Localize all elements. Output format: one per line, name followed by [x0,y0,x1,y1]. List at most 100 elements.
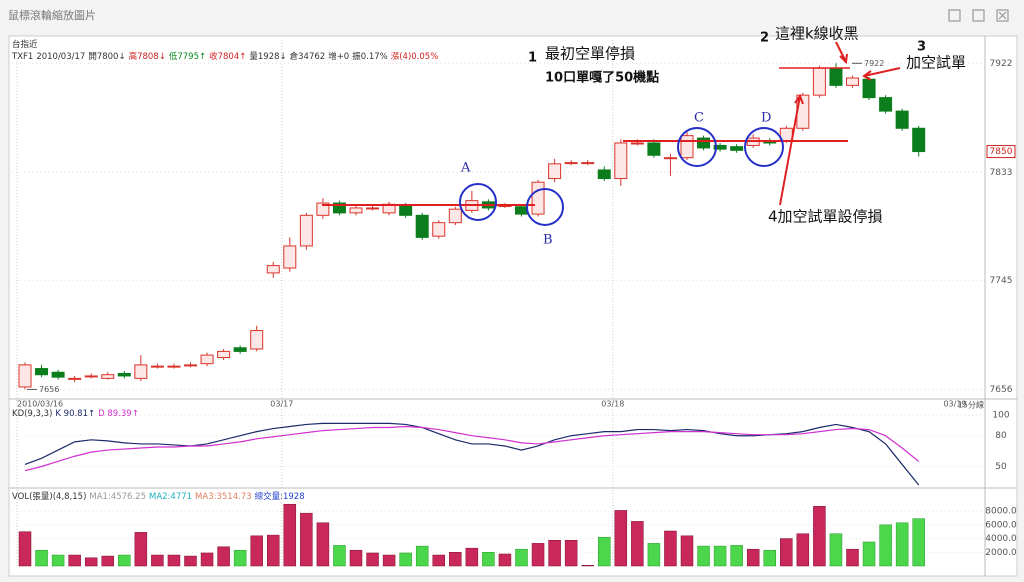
volume-bar [564,540,578,567]
circle [744,127,784,167]
candle-body [597,169,611,180]
header-item: 低7795↑ [168,52,207,62]
window-buttons[interactable] [948,9,1009,22]
y-tick-label: 7922 [990,59,1013,69]
annotation: B [543,233,553,248]
candle-body [515,206,528,215]
candle-body [200,354,214,365]
volume-bar [449,552,462,567]
candle-body [68,377,82,380]
volume-bar [300,512,313,567]
candle-body [531,181,545,215]
popout-button[interactable] [948,9,961,22]
volume-bar [35,549,48,567]
header-item: 漲(4)0.05% [390,52,439,62]
annotation: 1 [528,51,537,66]
y-tick-label: 2000.0 [985,548,1017,558]
candle-body [250,330,264,350]
volume-bar [333,545,346,567]
candle-body [862,78,876,99]
header-item: 振0.17% [352,52,388,62]
volume-bar [763,549,776,567]
candle-body [399,205,413,216]
annotation: D [761,111,771,126]
close-button[interactable] [996,9,1009,22]
candle-body [730,146,744,151]
candle-body [581,162,595,165]
header-item: MA3:3514.73 [195,492,252,502]
candle-body [663,157,677,160]
candle-body [912,127,926,153]
volume-bar [631,521,644,567]
volume-bar [184,555,197,567]
volume-bar [349,549,363,567]
y-tick-label: 80 [995,431,1007,441]
volume-bar [84,557,98,567]
restore-button[interactable] [972,9,985,22]
volume-bar [912,518,925,567]
y-tick-label: 100 [992,411,1009,421]
quote-line: TXF1 2010/03/17 開7800↓ 高7808↓ 低7795↑ 收7804↑ 量1… [12,50,441,62]
header-item: TXF1 [12,52,34,62]
candle-body [647,142,661,156]
header-item: 量1928↓ [249,52,287,62]
annotation: 3 [917,40,926,55]
volume-bar [399,552,412,567]
volume-bar [200,552,214,567]
volume-bar [118,554,131,567]
circle [459,183,497,221]
candle-body [184,364,197,367]
volume-bar [680,535,694,567]
header-item: MA2:4771 [148,492,193,502]
volume-bar [233,549,247,567]
annotation-lines [322,41,901,206]
y-tick-label: 8000.0 [985,507,1017,517]
candle-body [812,67,826,96]
arrow [862,67,901,81]
volume-bar [151,554,164,567]
low-label: 7656 [39,385,59,394]
kd-header: KD(9,3,3) K 90.81↑ D 89.39↑ [12,409,142,419]
candle-body [895,110,909,129]
y-tick-label: 6000.0 [985,520,1017,530]
candle-body [266,265,280,274]
candle-body [332,202,346,214]
header-item: VOL(張量)(4,8,15) [12,492,87,502]
y-tick-label: 50 [995,462,1007,472]
candle-body [117,372,131,377]
arrow [779,93,804,206]
candle-body [448,208,462,224]
volume-bar [432,554,445,567]
vol-header: VOL(張量)(4,8,15) MA1:4576.25 MA2:4771 MA3:35… [12,490,308,502]
volume-bar [415,545,429,567]
volume-bar [879,524,892,567]
volume-bar [614,510,628,567]
symbol-name: 台指近 [12,40,38,50]
circle [677,127,717,167]
volume-bar [548,540,561,567]
candle-body [299,214,313,247]
annotation: C [694,111,704,126]
volume-bar [780,538,793,567]
volume-bar [465,547,479,567]
circles [459,127,784,226]
header-item: 開7800↓ [88,52,126,62]
volume-bar [895,522,909,567]
annotation: 2 [760,31,769,46]
candle-body [614,142,628,180]
volume-bar [829,533,843,567]
header-item: 收7804↑ [209,52,247,62]
volume-bar [482,552,495,567]
candle-body [366,207,380,210]
volume-bar [598,536,611,567]
volume-bar [697,545,710,567]
volume-bar [746,548,760,567]
candle-body [35,368,49,376]
candle-body [217,350,231,359]
volume-bar [167,554,181,567]
candle-body [713,144,727,150]
header-item: 增+0 [328,52,350,62]
candle-body [349,207,363,214]
